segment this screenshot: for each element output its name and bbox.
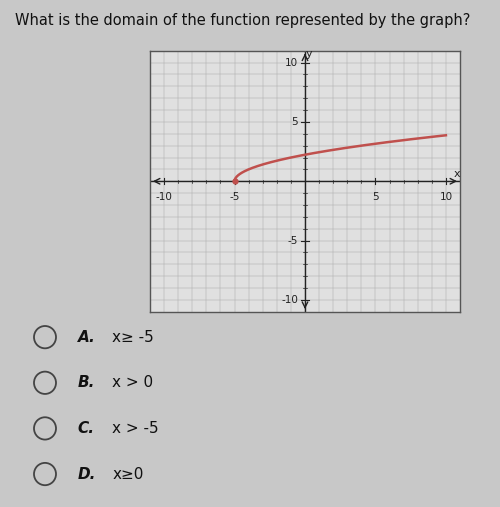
Text: -5: -5	[288, 236, 298, 245]
Text: x > -5: x > -5	[112, 421, 159, 436]
Text: B.: B.	[78, 375, 95, 390]
Text: What is the domain of the function represented by the graph?: What is the domain of the function repre…	[15, 13, 470, 28]
Text: x > 0: x > 0	[112, 375, 154, 390]
Text: C.: C.	[78, 421, 94, 436]
Text: 10: 10	[440, 192, 452, 202]
Text: -5: -5	[230, 192, 239, 202]
Text: A.: A.	[78, 330, 95, 345]
Text: 5: 5	[372, 192, 379, 202]
Text: 5: 5	[292, 117, 298, 127]
Text: x: x	[454, 169, 460, 179]
Text: x≥0: x≥0	[112, 466, 144, 482]
Text: 10: 10	[285, 58, 298, 67]
Text: x≥ -5: x≥ -5	[112, 330, 154, 345]
Text: y: y	[306, 49, 312, 59]
Text: -10: -10	[281, 295, 298, 305]
Text: D.: D.	[78, 466, 96, 482]
Text: -10: -10	[156, 192, 172, 202]
